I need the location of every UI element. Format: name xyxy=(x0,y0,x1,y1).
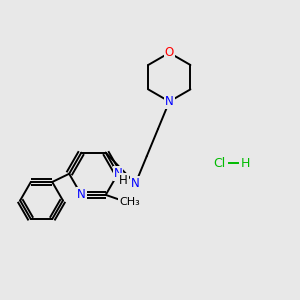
Text: H: H xyxy=(240,157,250,170)
Text: N: N xyxy=(131,177,140,190)
Text: N: N xyxy=(77,188,86,201)
Text: H: H xyxy=(119,173,128,187)
Text: N: N xyxy=(165,95,174,108)
Text: CH₃: CH₃ xyxy=(119,197,140,207)
Text: O: O xyxy=(165,46,174,59)
Text: N: N xyxy=(113,167,122,180)
Text: Cl: Cl xyxy=(214,157,226,170)
